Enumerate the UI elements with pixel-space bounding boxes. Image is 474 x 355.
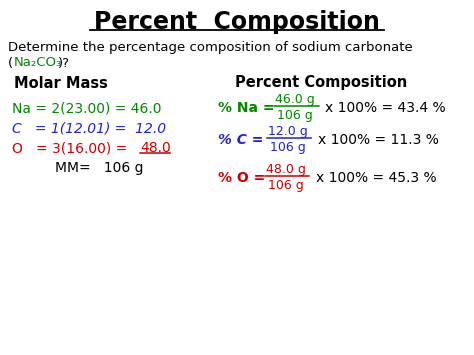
Text: 12.0 g: 12.0 g — [268, 126, 308, 138]
Text: 106 g: 106 g — [277, 109, 313, 122]
Text: Molar Mass: Molar Mass — [14, 76, 108, 91]
Text: MM=   106 g: MM= 106 g — [55, 161, 144, 175]
Text: Determine the percentage composition of sodium carbonate: Determine the percentage composition of … — [8, 42, 413, 55]
Text: x 100% = 43.4 %: x 100% = 43.4 % — [325, 101, 446, 115]
Text: Na₂CO₃: Na₂CO₃ — [14, 56, 62, 70]
Text: 48.0 g: 48.0 g — [266, 164, 306, 176]
Text: Percent  Composition: Percent Composition — [94, 10, 380, 34]
Text: Percent Composition: Percent Composition — [235, 76, 407, 91]
Text: (: ( — [8, 56, 13, 70]
Text: x 100% = 11.3 %: x 100% = 11.3 % — [318, 133, 439, 147]
Text: 106 g: 106 g — [268, 180, 304, 192]
Text: 106 g: 106 g — [270, 142, 306, 154]
Text: x 100% = 45.3 %: x 100% = 45.3 % — [316, 171, 437, 185]
Text: 46.0 g: 46.0 g — [275, 93, 315, 106]
Text: Na = 2(23.00) = 46.0: Na = 2(23.00) = 46.0 — [12, 101, 162, 115]
Text: % Na =: % Na = — [218, 101, 274, 115]
Text: 48.0: 48.0 — [140, 141, 171, 155]
Text: )?: )? — [58, 56, 70, 70]
Text: C   = 1(12.01) =  12.0: C = 1(12.01) = 12.0 — [12, 121, 166, 135]
Text: % O =: % O = — [218, 171, 265, 185]
Text: O   = 3(16.00) =: O = 3(16.00) = — [12, 141, 132, 155]
Text: % C =: % C = — [218, 133, 264, 147]
